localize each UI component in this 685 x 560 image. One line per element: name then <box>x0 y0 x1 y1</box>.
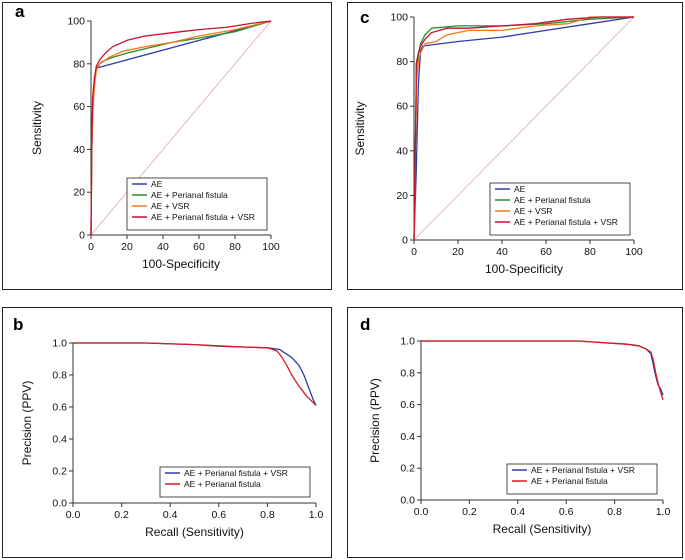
x-axis-label: 100-Specificity <box>485 262 563 276</box>
y-tick-label: 0.2 <box>52 466 67 478</box>
x-tick-label: 0.2 <box>114 509 129 521</box>
x-tick-label: 60 <box>193 241 205 253</box>
legend-label: AE + Perianal fistula <box>531 476 608 486</box>
y-tick-label: 0.0 <box>400 495 415 507</box>
series-line <box>413 16 634 241</box>
legend-box <box>159 466 311 498</box>
y-tick-label: 80 <box>396 56 408 68</box>
legend-label: AE <box>514 184 526 194</box>
x-tick-label: 100 <box>625 246 643 258</box>
reference-diagonal <box>90 20 272 236</box>
x-tick-label: 1.0 <box>656 506 671 518</box>
y-tick-label: 100 <box>390 12 408 24</box>
y-axis-label: Precision (PPV) <box>20 381 34 466</box>
series-line <box>73 342 317 406</box>
y-tick-label: 0.8 <box>400 367 415 379</box>
legend-label: AE + Perianal fistula <box>184 479 261 489</box>
legend-label: AE + Perianal fistula + VSR <box>151 212 255 222</box>
panel-label: b <box>13 315 23 334</box>
series-line <box>421 340 664 400</box>
panel-label: c <box>360 8 369 27</box>
x-axis-label: Recall (Sensitivity) <box>145 525 244 539</box>
panel-label: a <box>15 3 25 21</box>
y-axis-label: Sensitivity <box>353 101 367 155</box>
x-tick-label: 1.0 <box>309 509 324 521</box>
legend-box <box>489 182 631 236</box>
y-tick-label: 1.0 <box>400 336 415 348</box>
x-axis-label: 100-Specificity <box>142 257 220 271</box>
y-axis-label: Precision (PPV) <box>368 378 382 463</box>
series-line <box>421 340 664 396</box>
panel-d: d 0.0 0.2 0.4 0.6 0.8 1.0 0.0 0.2 0.4 0.6 0.8 1.0 Rec… <box>347 307 683 558</box>
y-tick-label: 60 <box>396 101 408 113</box>
y-tick-label: 80 <box>73 58 85 70</box>
x-tick-label: 20 <box>452 246 464 258</box>
chart-c: c 0 20 40 60 80 100 0 20 40 60 80 100 100-Specificity… <box>353 8 643 276</box>
legend-label: AE + Perianal fistula <box>151 190 228 200</box>
x-tick-label: 40 <box>496 246 508 258</box>
y-tick-label: 20 <box>396 190 408 202</box>
x-axis-label: Recall (Sensitivity) <box>493 522 592 536</box>
y-tick-label: 0.4 <box>400 431 415 443</box>
y-tick-label: 60 <box>73 101 85 113</box>
y-tick-label: 40 <box>396 145 408 157</box>
x-tick-label: 0.0 <box>66 509 81 521</box>
x-tick-label: 0 <box>88 241 94 253</box>
y-tick-label: 0.8 <box>52 370 67 382</box>
x-tick-label: 80 <box>229 241 241 253</box>
chart-b: b 0.0 0.2 0.4 0.6 0.8 1.0 0.0 0.2 0.4 0.6 0.8 1.0 Rec… <box>13 315 324 539</box>
panel-b: b 0.0 0.2 0.4 0.6 0.8 1.0 0.0 0.2 0.4 0.6 0.8 1.0 Rec… <box>2 307 332 558</box>
legend-label: AE + Perianal fistula + VSR <box>184 468 288 478</box>
y-tick-label: 100 <box>67 16 85 28</box>
legend-label: AE + VSR <box>514 206 553 216</box>
x-tick-label: 0.6 <box>211 509 226 521</box>
series-line <box>413 16 635 241</box>
x-tick-label: 0.6 <box>559 506 574 518</box>
y-tick-label: 0.2 <box>400 463 415 475</box>
x-tick-label: 0.4 <box>163 509 178 521</box>
legend-label: AE <box>151 179 163 189</box>
legend-label: AE + Perianal fistula <box>514 195 591 205</box>
y-tick-label: 0.0 <box>52 498 67 510</box>
legend-label: AE + Perianal fistula + VSR <box>531 465 635 475</box>
reference-diagonal <box>413 16 635 241</box>
y-tick-label: 20 <box>73 187 85 199</box>
x-tick-label: 0.8 <box>260 509 275 521</box>
x-tick-label: 40 <box>157 241 169 253</box>
x-tick-label: 100 <box>262 241 280 253</box>
y-tick-label: 0.4 <box>52 434 67 446</box>
panel-label: d <box>360 315 370 334</box>
panel-a: a 0 20 40 60 80 100 0 20 40 60 80 100 100-Specificity… <box>2 2 332 290</box>
y-axis-label: Sensitivity <box>30 101 44 155</box>
chart-d: d 0.0 0.2 0.4 0.6 0.8 1.0 0.0 0.2 0.4 0.6 0.8 1.0 Rec… <box>360 315 671 536</box>
legend-box <box>126 177 268 231</box>
legend-label: AE + Perianal fistula + VSR <box>514 217 618 227</box>
y-tick-label: 0 <box>402 235 408 247</box>
x-tick-label: 0 <box>411 246 417 258</box>
y-tick-label: 0 <box>79 230 85 242</box>
series-line <box>90 20 272 236</box>
y-tick-label: 0.6 <box>400 399 415 411</box>
series-line <box>73 342 317 406</box>
x-tick-label: 20 <box>121 241 133 253</box>
x-tick-label: 0.0 <box>414 506 429 518</box>
chart-a: a 0 20 40 60 80 100 0 20 40 60 80 100 100-Specificity… <box>15 3 280 271</box>
x-tick-label: 0.2 <box>462 506 477 518</box>
x-tick-label: 80 <box>584 246 596 258</box>
y-tick-label: 40 <box>73 144 85 156</box>
x-tick-label: 0.8 <box>607 506 622 518</box>
legend-label: AE + VSR <box>151 201 190 211</box>
y-tick-label: 1.0 <box>52 338 67 350</box>
x-tick-label: 0.4 <box>510 506 525 518</box>
y-tick-label: 0.6 <box>52 402 67 414</box>
legend-box <box>506 463 658 495</box>
panel-c: c 0 20 40 60 80 100 0 20 40 60 80 100 100-Specificity… <box>347 2 683 290</box>
x-tick-label: 60 <box>540 246 552 258</box>
